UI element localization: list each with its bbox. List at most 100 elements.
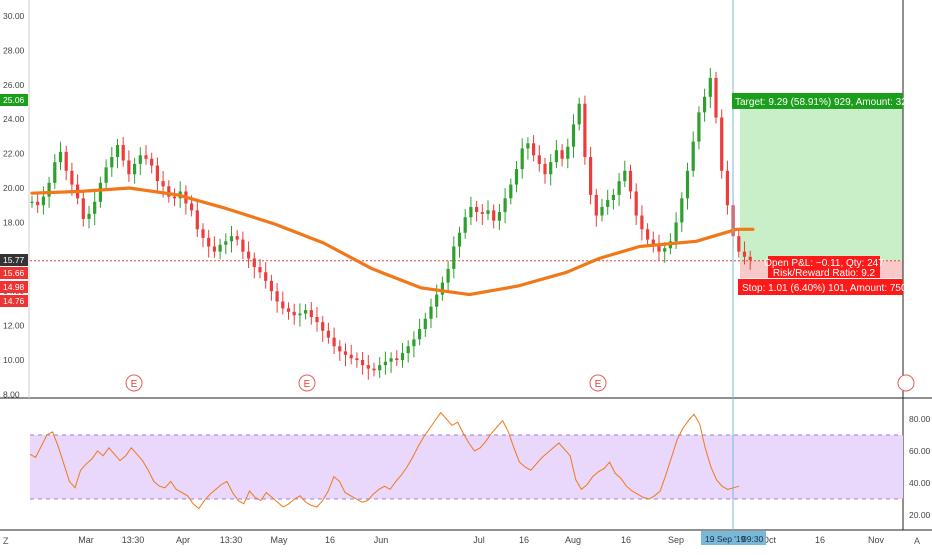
time-highlight-date: 19 Sep '19	[705, 534, 746, 544]
candle-body	[269, 280, 273, 292]
candle-body	[30, 201, 34, 203]
candle-body	[725, 170, 729, 206]
pnl-box	[768, 256, 880, 278]
price-tick-label: 26.00	[3, 80, 25, 90]
candle-body	[207, 237, 211, 247]
candle-body	[663, 248, 667, 252]
candle-body	[144, 155, 148, 159]
price-badge-label: 15.77	[3, 255, 25, 265]
candle-body	[247, 251, 251, 259]
time-tick-label: 16	[621, 535, 631, 545]
candle-body	[332, 337, 336, 347]
candle-body	[366, 365, 370, 369]
moving-average-series	[30, 186, 755, 297]
price-tick-label: 28.00	[3, 45, 25, 55]
candle-body	[737, 236, 741, 252]
candle-body	[708, 77, 712, 97]
candle-body	[258, 267, 262, 273]
candle-body	[104, 167, 108, 183]
candle-body	[218, 244, 222, 252]
candle-body	[560, 150, 564, 159]
stop-label: Stop: 1.01 (6.40%) 101, Amount: 750.5	[742, 283, 915, 294]
price-tick-label: 22.00	[3, 149, 25, 159]
time-tick-label: 16	[519, 535, 529, 545]
candle-body	[338, 346, 342, 352]
earnings-marker-label: E	[304, 379, 311, 390]
candle-body	[680, 198, 684, 223]
candle-body	[400, 353, 405, 360]
grid	[0, 0, 932, 531]
candle-body	[252, 258, 256, 268]
candle-body	[532, 143, 536, 156]
candle-body	[452, 246, 456, 269]
candle-body	[275, 291, 279, 302]
candle-body	[53, 162, 57, 183]
candle-body	[628, 170, 633, 192]
candle-body	[526, 143, 530, 149]
time-tick-label: Nov	[868, 535, 885, 545]
candle-body	[674, 222, 678, 242]
candle-body	[457, 232, 462, 247]
candle-body	[691, 141, 695, 171]
time-tick-label: 13:30	[220, 535, 243, 545]
price-tick-label: 30.00	[3, 11, 25, 21]
time-tick-label: Sep	[668, 535, 684, 545]
candle-body	[554, 150, 558, 163]
price-tick-label: 10.00	[3, 355, 25, 365]
candle-body	[64, 151, 68, 171]
earnings-marker-label: E	[131, 379, 138, 390]
candle-body	[412, 339, 416, 347]
candle-body	[36, 201, 40, 206]
stop-label-bg	[738, 279, 903, 295]
candle-body	[520, 148, 524, 170]
candle-body	[172, 196, 177, 199]
candle-body	[606, 200, 610, 207]
price-tick-label: 8.00	[3, 389, 20, 399]
price-tick-label: 18.00	[3, 217, 25, 227]
corner-left-label: Z	[3, 536, 9, 546]
candle-body	[497, 212, 501, 221]
candle-body	[41, 196, 45, 206]
candle-body	[514, 169, 519, 185]
candle-body	[657, 244, 661, 252]
candle-body	[150, 158, 154, 166]
rsi-tick-label: 60.00	[909, 446, 931, 456]
candle-body	[286, 308, 291, 312]
candle-body	[623, 170, 627, 182]
candle-body	[440, 282, 444, 295]
price-badge-label: 25.06	[3, 95, 25, 105]
time-tick-label: May	[270, 535, 288, 545]
candle-body	[406, 346, 410, 354]
candle-body	[537, 155, 541, 164]
rsi-band	[30, 435, 903, 499]
candle-body	[326, 330, 330, 338]
candle-body	[640, 215, 644, 230]
price-tick-label: 20.00	[3, 183, 25, 193]
candle-body	[383, 361, 387, 366]
candlestick-series	[30, 67, 752, 380]
earnings-marker	[589, 374, 607, 392]
rsi-tick-label: 40.00	[909, 478, 931, 488]
candle-body	[395, 358, 399, 360]
candle-body	[703, 96, 707, 113]
candle-body	[87, 213, 91, 219]
price-badge	[0, 295, 28, 307]
profit-zone	[740, 100, 903, 261]
time-tick-label: Jun	[374, 535, 389, 545]
candle-body	[429, 306, 433, 319]
candle-body	[566, 146, 570, 159]
target-label-bg	[732, 92, 903, 109]
candle-body	[571, 124, 576, 147]
candle-body	[292, 311, 296, 316]
candle-body	[281, 301, 285, 309]
time-highlight-bg	[701, 531, 766, 545]
candle-body	[81, 198, 85, 219]
candle-body	[389, 358, 393, 362]
candle-body	[492, 210, 496, 221]
price-tick-label: 12.00	[3, 321, 25, 331]
time-tick-label: 16	[815, 535, 825, 545]
price-badge-label: 15.66	[3, 268, 25, 278]
time-tick-label: Aug	[565, 535, 581, 545]
